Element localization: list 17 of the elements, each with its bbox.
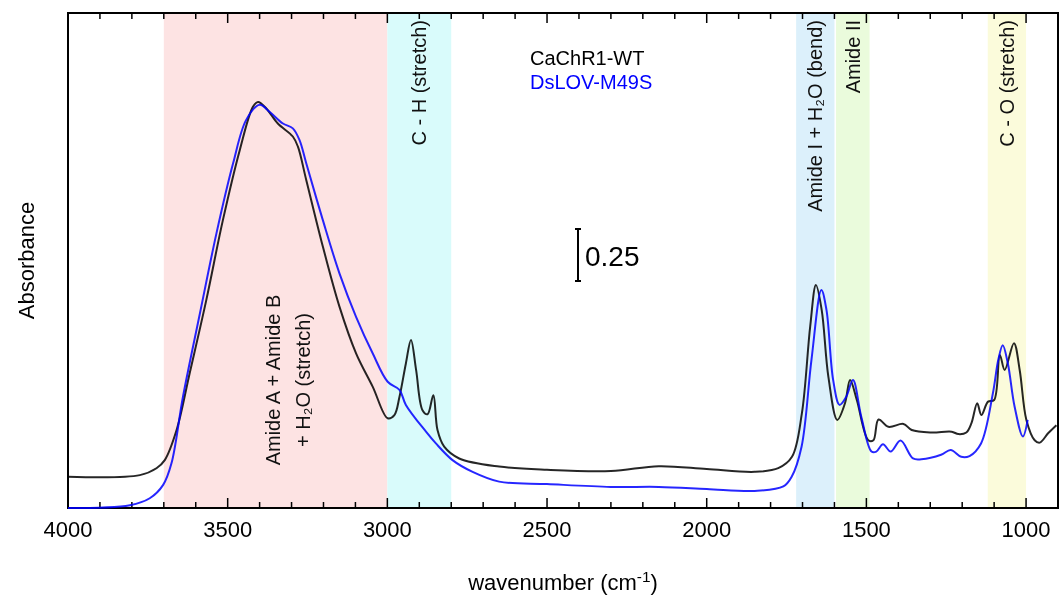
x-tick-label: 3000 — [362, 517, 412, 542]
band-label: C - H (stretch) — [408, 20, 431, 146]
x-tick-label: 1500 — [841, 517, 891, 542]
x-tick-label: 1000 — [1001, 517, 1051, 542]
legend-label: CaChR1-WT — [530, 47, 645, 69]
x-tick-label: 4000 — [43, 517, 93, 542]
band-label: C - O (stretch) — [995, 20, 1018, 147]
x-tick-label: 2500 — [522, 517, 572, 542]
x-tick-label: 3500 — [203, 517, 253, 542]
text: DsLOV-M49S — [530, 71, 653, 93]
x-axis-title: wavenumber (cm$^{-1}$) — [467, 567, 658, 595]
band-label: Amide II — [841, 20, 864, 94]
band-label: Amide I + H₂O (bend) — [804, 20, 827, 212]
band-label: Amide A + Amide B + H₂O (stretch) — [261, 294, 314, 466]
y-axis-title: Absorbance — [14, 201, 39, 320]
x-tick-label: 2000 — [682, 517, 732, 542]
annotation: 0.25 — [585, 241, 640, 272]
